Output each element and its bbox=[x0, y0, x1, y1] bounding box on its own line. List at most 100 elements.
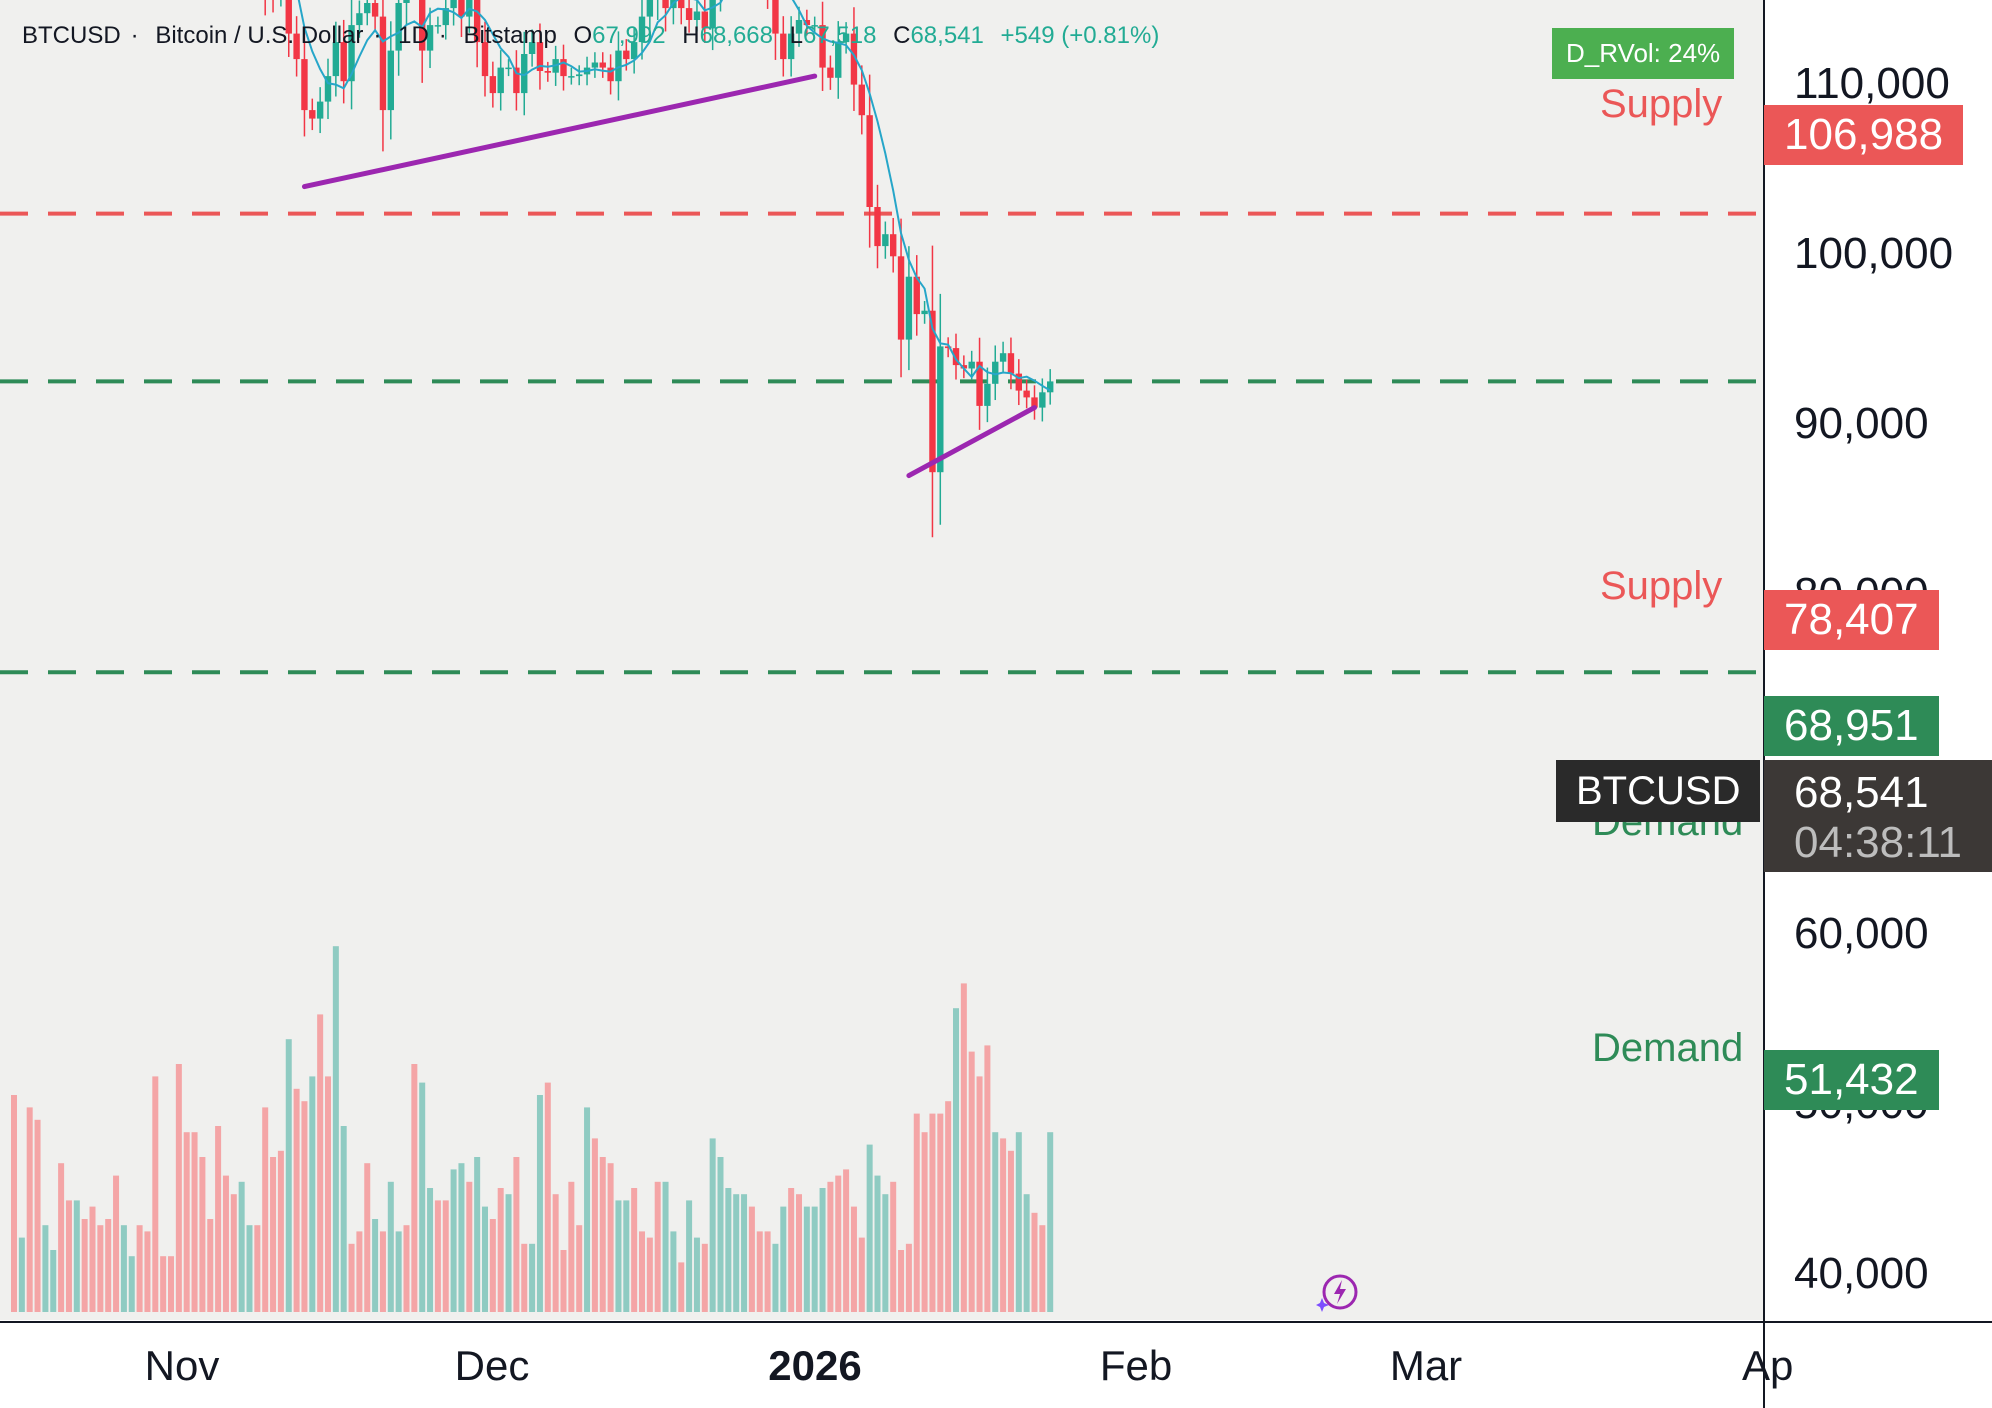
volume-bar bbox=[505, 1194, 512, 1312]
volume-bar bbox=[733, 1194, 740, 1312]
volume-bar bbox=[26, 1107, 33, 1312]
symbol-legend: BTCUSD · Bitcoin / U.S. Dollar · 1D · Bitst… bbox=[22, 22, 1169, 50]
volume-bar bbox=[741, 1194, 748, 1312]
candle-body bbox=[458, 0, 465, 17]
volume-bar bbox=[395, 1231, 402, 1312]
volume-bar bbox=[701, 1243, 708, 1312]
candle-body bbox=[489, 76, 497, 94]
legend-change: +549 (+0.81%) bbox=[1000, 22, 1160, 49]
volume-bar bbox=[780, 1206, 787, 1312]
volume-bar bbox=[953, 1008, 959, 1312]
volume-bar bbox=[364, 1163, 371, 1312]
candle-body bbox=[795, 20, 803, 34]
volume-bar bbox=[168, 1256, 174, 1312]
x-tick-apr: Ap bbox=[1742, 1342, 1794, 1389]
legend-close: C68,541 bbox=[893, 22, 984, 49]
legend-interval[interactable]: 1D bbox=[398, 22, 429, 49]
volume-bar bbox=[796, 1194, 802, 1312]
price-scale[interactable]: 110,000 100,000 90,000 80,000 60,000 50,… bbox=[1764, 0, 1992, 1320]
candle-body bbox=[772, 0, 779, 34]
volume-bar bbox=[466, 1181, 473, 1312]
lightning-icon[interactable] bbox=[1316, 1270, 1360, 1314]
volume-bar bbox=[105, 1219, 112, 1312]
volume-bar bbox=[788, 1188, 795, 1312]
volume-bar bbox=[615, 1200, 622, 1312]
candle-body bbox=[544, 71, 551, 73]
candle-body bbox=[473, 0, 481, 43]
candle-body bbox=[638, 16, 646, 43]
candle-body bbox=[340, 42, 347, 82]
candle-body bbox=[434, 25, 442, 27]
bar-countdown: 04:38:11 bbox=[1794, 818, 1963, 867]
candle-body bbox=[811, 25, 818, 27]
moving-average bbox=[297, 0, 1051, 392]
volume-bar bbox=[568, 1181, 575, 1312]
volume-bar bbox=[199, 1157, 206, 1312]
legend-separator: · bbox=[373, 22, 382, 49]
volume-bar bbox=[819, 1188, 826, 1312]
volume-bar bbox=[411, 1064, 418, 1312]
volume-bar bbox=[58, 1163, 65, 1312]
volume-bar bbox=[128, 1256, 135, 1312]
candle-body bbox=[819, 25, 826, 68]
candle-body bbox=[1007, 353, 1015, 374]
volume-bar bbox=[874, 1175, 881, 1312]
volume-bar bbox=[175, 1064, 182, 1312]
candle-body bbox=[591, 62, 599, 68]
volume-bar bbox=[442, 1200, 449, 1312]
volume-bar bbox=[1000, 1138, 1007, 1312]
volume-bar bbox=[246, 1225, 253, 1312]
volume-bar bbox=[858, 1237, 865, 1312]
volume-bar bbox=[803, 1206, 810, 1312]
volume-bar bbox=[529, 1243, 536, 1312]
candle-body bbox=[803, 20, 811, 26]
y-tick-40000: 40,000 bbox=[1794, 1249, 1929, 1298]
candle-body bbox=[379, 16, 387, 111]
candle-body bbox=[450, 0, 457, 9]
volume-bar bbox=[450, 1169, 457, 1312]
time-axis[interactable]: Nov Dec 2026 Feb Mar Ap bbox=[0, 1322, 1794, 1408]
candle-body bbox=[944, 346, 952, 349]
volume-bar bbox=[434, 1200, 441, 1312]
volume-bar bbox=[764, 1231, 771, 1312]
volume-bar bbox=[270, 1157, 277, 1312]
rvol-indicator-badge[interactable]: D_RVol: 24% bbox=[1552, 28, 1735, 79]
candle-body bbox=[623, 50, 630, 60]
candle-body bbox=[293, 33, 300, 60]
candle-body bbox=[481, 42, 489, 77]
volume-bar bbox=[607, 1163, 614, 1312]
volume-bar bbox=[890, 1181, 897, 1312]
volume-bar bbox=[576, 1225, 583, 1312]
volume-bar bbox=[772, 1243, 779, 1312]
volume-bar bbox=[717, 1157, 724, 1312]
candle-body bbox=[348, 25, 355, 82]
candle-body bbox=[960, 365, 968, 369]
candle-body bbox=[874, 207, 881, 247]
volume-bar bbox=[348, 1243, 355, 1312]
volume-bar bbox=[984, 1045, 991, 1312]
volume-bar bbox=[277, 1150, 284, 1312]
volume-bar bbox=[379, 1231, 386, 1312]
candle-body bbox=[968, 361, 975, 369]
demand-lower-price-tag: 51,432 bbox=[1764, 1050, 1939, 1110]
y-tick-60000: 60,000 bbox=[1794, 909, 1929, 958]
candle-body bbox=[787, 33, 795, 60]
volume-bar bbox=[403, 1225, 410, 1312]
candle-body bbox=[1023, 390, 1030, 398]
volume-bar bbox=[937, 1113, 944, 1312]
volume-bars bbox=[11, 946, 1054, 1312]
ma-price-tag: 68,951 bbox=[1764, 696, 1939, 756]
volume-bar bbox=[136, 1225, 143, 1312]
volume-bar bbox=[113, 1175, 120, 1312]
volume-bar bbox=[489, 1219, 496, 1312]
volume-bar bbox=[709, 1138, 716, 1312]
candle-body bbox=[984, 383, 991, 406]
candle-body bbox=[513, 67, 520, 94]
candle-body bbox=[560, 59, 567, 77]
candle-body bbox=[709, 0, 716, 29]
volume-bar bbox=[474, 1157, 481, 1312]
legend-symbol[interactable]: BTCUSD bbox=[22, 22, 121, 49]
candle-body bbox=[646, 0, 654, 17]
volume-bar bbox=[1007, 1150, 1014, 1312]
